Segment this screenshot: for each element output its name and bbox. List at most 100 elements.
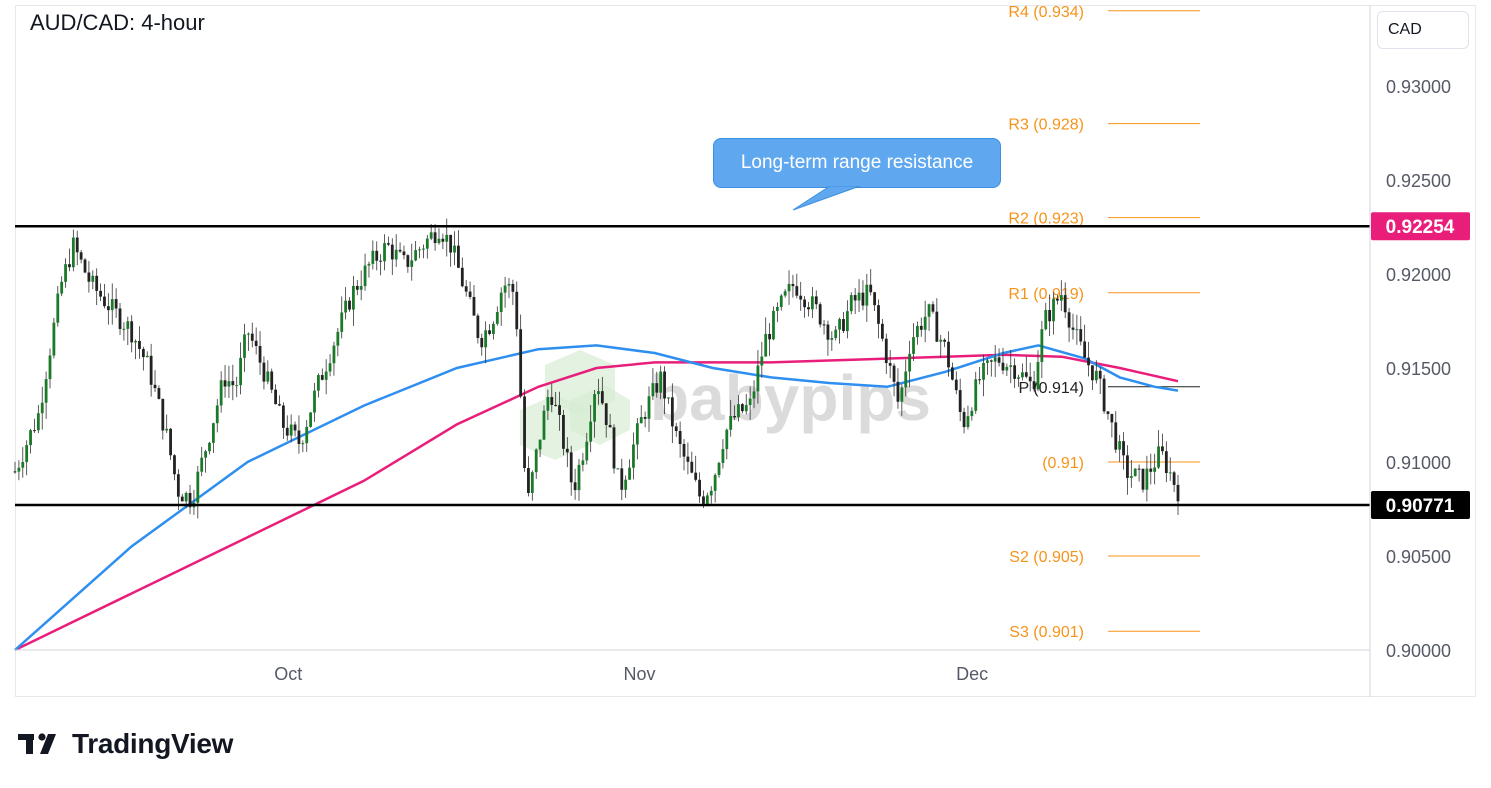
candle-body <box>227 381 231 387</box>
candle-body <box>184 493 188 502</box>
candle-body <box>565 448 569 453</box>
candle-body <box>1149 468 1153 472</box>
candle-body <box>398 249 402 252</box>
candle-body <box>1133 468 1137 477</box>
candle-body <box>791 283 795 287</box>
candle-body <box>698 479 701 497</box>
candle-body <box>161 398 165 431</box>
candle-body <box>336 331 340 346</box>
chart-title: AUD/CAD: 4-hour <box>30 10 205 35</box>
candle-body <box>877 305 880 324</box>
candle-body <box>149 355 153 385</box>
candle-body <box>157 388 161 399</box>
candle-body <box>64 264 67 282</box>
candle-body <box>912 337 915 354</box>
ma-fast-line <box>14 344 1179 651</box>
candle-body <box>892 365 896 382</box>
candle-body <box>484 330 488 348</box>
candle-body <box>775 306 779 311</box>
candle-body <box>134 340 137 343</box>
candle-body <box>764 333 768 357</box>
candle-body <box>499 292 503 313</box>
candle-body <box>410 260 414 267</box>
pivot-label: P (0.914) <box>1018 380 1084 397</box>
candle-body <box>803 299 806 308</box>
x-tick-label: Dec <box>956 664 988 684</box>
pivot-label: R2 (0.923) <box>1008 211 1084 228</box>
y-tick-label: 0.92000 <box>1386 265 1451 285</box>
candle-body <box>604 403 608 425</box>
candle-body <box>1040 329 1044 362</box>
candle-body <box>1036 361 1040 390</box>
candle-body <box>865 284 869 306</box>
candle-body <box>752 391 756 399</box>
candle-body <box>1001 362 1005 371</box>
price-axis: 0.90000 0.90500 0.91000 0.91500 0.92000 0.925… <box>15 5 1470 697</box>
candle-body <box>702 496 705 504</box>
candle-body <box>678 431 682 444</box>
candle-body <box>958 390 962 412</box>
candle-body <box>530 472 534 493</box>
candle-body <box>635 423 639 445</box>
candle-body <box>1083 341 1087 358</box>
candle-body <box>266 371 270 382</box>
candle-body <box>542 410 546 440</box>
candle-body <box>1106 411 1110 415</box>
candle-body <box>581 460 585 465</box>
candle-body <box>737 404 740 418</box>
candle-body <box>79 252 83 260</box>
candle-body <box>667 397 670 399</box>
y-tick-label: 0.93000 <box>1386 77 1451 97</box>
candle-body <box>215 405 219 424</box>
candle-body <box>1157 446 1160 468</box>
candle-body <box>1098 370 1102 379</box>
candle-body <box>923 316 927 330</box>
candle-body <box>694 472 698 480</box>
candle-body <box>208 442 211 452</box>
candle-body <box>643 417 647 419</box>
candle-body <box>772 310 775 340</box>
tradingview-logo[interactable]: TradingView <box>18 728 233 760</box>
candle-body <box>1114 422 1118 450</box>
watermark: babypips <box>520 350 931 460</box>
candle-body <box>725 429 729 450</box>
candle-body <box>289 424 293 436</box>
candle-body <box>639 417 643 424</box>
candle-body <box>48 355 52 380</box>
candle-body <box>169 428 172 456</box>
candle-body <box>1059 295 1063 301</box>
candle-body <box>99 290 102 297</box>
candle-body <box>507 283 511 286</box>
candle-body <box>406 255 410 267</box>
candle-body <box>355 285 359 290</box>
candle-body <box>305 426 309 444</box>
candle-body <box>460 267 464 287</box>
candle-body <box>900 387 904 402</box>
candle-body <box>363 265 367 287</box>
candle-body <box>1017 377 1020 379</box>
candle-body <box>301 443 305 445</box>
candle-body <box>243 334 246 358</box>
candle-body <box>1141 468 1145 490</box>
candle-body <box>60 281 64 294</box>
candle-body <box>947 341 950 368</box>
candle-body <box>390 244 394 260</box>
candle-body <box>246 333 250 335</box>
candle-body <box>270 371 274 390</box>
candle-body <box>810 296 814 310</box>
candle-body <box>690 461 694 473</box>
candle-body <box>95 275 99 291</box>
candle-body <box>585 441 589 461</box>
candle-body <box>651 383 655 397</box>
candle-body <box>768 333 771 340</box>
currency-button[interactable]: CAD <box>1377 11 1469 49</box>
candle-body <box>379 260 383 262</box>
candle-body <box>554 404 558 406</box>
candle-body <box>1056 298 1059 301</box>
pivot-label: R1 (0.919) <box>1008 286 1084 303</box>
candle-body <box>834 329 838 339</box>
pivot-label: S2 (0.905) <box>1009 549 1084 566</box>
candle-body <box>130 321 134 343</box>
candle-body <box>670 397 674 427</box>
